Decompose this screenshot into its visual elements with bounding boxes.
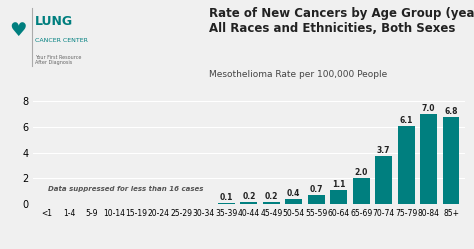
Bar: [83, 203, 100, 204]
Bar: [61, 203, 78, 204]
Bar: [106, 203, 122, 204]
Bar: [38, 203, 55, 204]
Text: 0.2: 0.2: [264, 191, 278, 201]
Text: 0.1: 0.1: [219, 193, 233, 202]
Bar: [263, 202, 280, 204]
Text: 7.0: 7.0: [422, 104, 435, 113]
Text: 2.0: 2.0: [355, 168, 368, 177]
Bar: [443, 117, 459, 204]
Bar: [375, 156, 392, 204]
Bar: [240, 202, 257, 204]
Text: 6.8: 6.8: [444, 107, 458, 116]
Bar: [128, 203, 145, 204]
Text: LUNG: LUNG: [35, 15, 73, 28]
Text: ♥: ♥: [9, 21, 27, 40]
Bar: [195, 203, 212, 204]
Bar: [218, 203, 235, 204]
Text: 0.2: 0.2: [242, 191, 255, 201]
Bar: [285, 199, 302, 204]
Text: CANCER CENTER: CANCER CENTER: [35, 38, 88, 43]
Text: 3.7: 3.7: [377, 146, 391, 155]
Bar: [420, 114, 437, 204]
Text: 6.1: 6.1: [400, 116, 413, 124]
Text: Data suppressed for less than 16 cases: Data suppressed for less than 16 cases: [47, 186, 203, 192]
Bar: [330, 190, 347, 204]
Bar: [173, 203, 190, 204]
Bar: [398, 125, 415, 204]
Text: 0.7: 0.7: [310, 185, 323, 194]
Text: 0.4: 0.4: [287, 189, 301, 198]
Text: 1.1: 1.1: [332, 180, 346, 189]
Bar: [308, 195, 325, 204]
Text: Mesothelioma Rate per 100,000 People: Mesothelioma Rate per 100,000 People: [209, 70, 387, 79]
Bar: [151, 203, 167, 204]
Bar: [353, 178, 370, 204]
Text: Rate of New Cancers by Age Group (years),
All Races and Ethnicities, Both Sexes: Rate of New Cancers by Age Group (years)…: [209, 7, 474, 35]
Text: Your First Resource
After Diagnosis: Your First Resource After Diagnosis: [35, 55, 81, 65]
